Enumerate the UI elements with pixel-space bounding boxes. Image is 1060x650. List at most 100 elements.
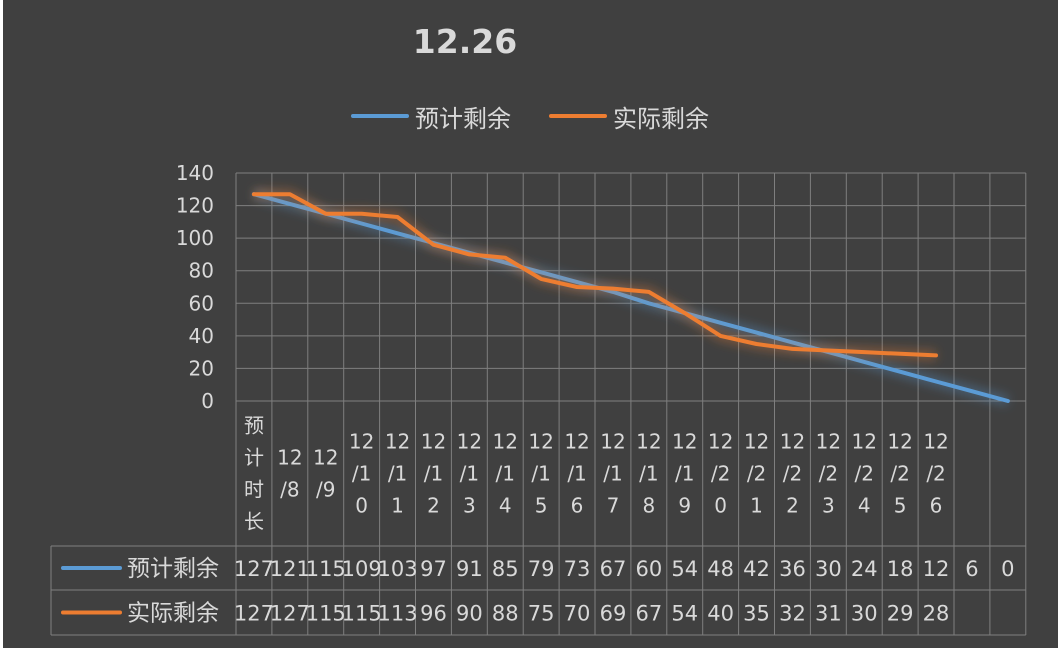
x-category-text: 2	[786, 494, 799, 518]
x-category-label: 12/1 1	[385, 430, 410, 518]
table-cell: 90	[456, 602, 483, 626]
x-category-text: /1	[352, 462, 371, 486]
series-line-0	[251, 192, 1010, 403]
x-category-text: 预	[244, 414, 264, 438]
x-category-text: 计	[244, 446, 264, 470]
x-category-text: 12	[313, 446, 338, 470]
x-category-text: 12	[780, 430, 805, 454]
x-category-text: 5	[894, 494, 907, 518]
table-cell: 29	[887, 602, 914, 626]
legend-label-actual: 实际剩余	[613, 104, 709, 133]
table-cell: 69	[600, 602, 627, 626]
x-category-label: 12/1 8	[636, 430, 661, 518]
table-cell: 67	[600, 557, 627, 581]
table-cell: 48	[707, 557, 734, 581]
x-category-text: 12	[923, 430, 948, 454]
x-category-text: 12	[816, 430, 841, 454]
table-cell: 75	[528, 602, 555, 626]
table-cell: 96	[420, 602, 447, 626]
table-cell: 18	[887, 557, 914, 581]
table-cell: 121	[270, 557, 310, 581]
table-cell: 109	[342, 557, 382, 581]
x-category-label: 12/2 2	[780, 430, 805, 518]
x-category-label: 12/1 2	[421, 430, 446, 518]
x-category-text: 12	[349, 430, 374, 454]
x-category-label: 12/2 6	[923, 430, 948, 518]
x-category-text: 12	[457, 430, 482, 454]
y-tick-label: 20	[189, 356, 214, 380]
table-cell: 103	[378, 557, 418, 581]
x-category-text: /2	[926, 462, 945, 486]
x-category-label: 12/1 3	[457, 430, 482, 518]
chart-title: 12.26	[412, 22, 518, 61]
table-cell: 6	[965, 557, 978, 581]
x-category-label: 12/1 0	[349, 430, 374, 518]
table-cell: 24	[851, 557, 878, 581]
x-category-text: 4	[858, 494, 871, 518]
x-category-text: 长	[244, 510, 264, 534]
x-category-text: 6	[930, 494, 943, 518]
x-category-text: 8	[642, 494, 655, 518]
table-cell: 91	[456, 557, 483, 581]
legend-swatch-actual	[549, 114, 607, 118]
table-cell: 127	[234, 557, 274, 581]
series-layer	[251, 189, 1010, 406]
x-category-text: 12	[277, 446, 302, 470]
table-cell: 67	[635, 602, 662, 626]
table-cell: 115	[306, 557, 346, 581]
x-category-text: /1	[639, 462, 658, 486]
x-category-text: 12	[708, 430, 733, 454]
x-category-text: /2	[747, 462, 766, 486]
x-category-text: 12	[600, 430, 625, 454]
table-cell: 70	[564, 602, 591, 626]
y-tick-label: 0	[201, 389, 214, 413]
x-category-text: 12	[421, 430, 446, 454]
x-category-label: 12/2 3	[816, 430, 841, 518]
x-category-text: 12	[744, 430, 769, 454]
table-cell: 115	[306, 602, 346, 626]
x-category-text: 12	[385, 430, 410, 454]
x-category-text: 12	[528, 430, 553, 454]
x-category-text: /1	[567, 462, 586, 486]
table-cell: 88	[492, 602, 519, 626]
series-line-1	[251, 192, 938, 358]
y-tick-label: 140	[176, 161, 214, 185]
table-cell: 36	[779, 557, 806, 581]
x-category-text: 12	[852, 430, 877, 454]
x-category-text: 4	[499, 494, 512, 518]
x-category-text: /1	[603, 462, 622, 486]
x-category-text: 1	[750, 494, 763, 518]
x-category-text: 9	[678, 494, 691, 518]
x-category-text: 12	[887, 430, 912, 454]
table-cell: 32	[779, 602, 806, 626]
y-axis: 0 20 40 60 80 100 120 140	[176, 161, 214, 413]
x-category-text: 5	[535, 494, 548, 518]
x-category-text: 6	[571, 494, 584, 518]
x-category-text: 3	[463, 494, 476, 518]
legend-item-actual: 实际剩余	[549, 98, 709, 134]
y-tick-label: 120	[176, 194, 214, 218]
x-category-label: 12/9	[313, 446, 338, 502]
x-category-label: 12/8	[277, 446, 302, 502]
table-cell: 12	[923, 557, 950, 581]
x-category-text: 0	[355, 494, 368, 518]
table-cell: 30	[815, 557, 842, 581]
x-category-label: 12/1 5	[528, 430, 553, 518]
table-cell: 0	[1001, 557, 1014, 581]
table-cell: 97	[420, 557, 447, 581]
x-category-label: 12/2 0	[708, 430, 733, 518]
x-category-label: 12/1 9	[672, 430, 697, 518]
x-category-text: /1	[531, 462, 550, 486]
x-category-text: /8	[280, 478, 299, 502]
grid-layer	[50, 172, 1027, 636]
x-category-text: 7	[607, 494, 620, 518]
table-cell: 30	[851, 602, 878, 626]
table-cell: 54	[671, 602, 698, 626]
x-category-label: 12/1 4	[493, 430, 518, 518]
x-category-text: 2	[427, 494, 440, 518]
table-cell: 40	[707, 602, 734, 626]
table-cell: 54	[671, 557, 698, 581]
x-category-label: 12/2 1	[744, 430, 769, 518]
